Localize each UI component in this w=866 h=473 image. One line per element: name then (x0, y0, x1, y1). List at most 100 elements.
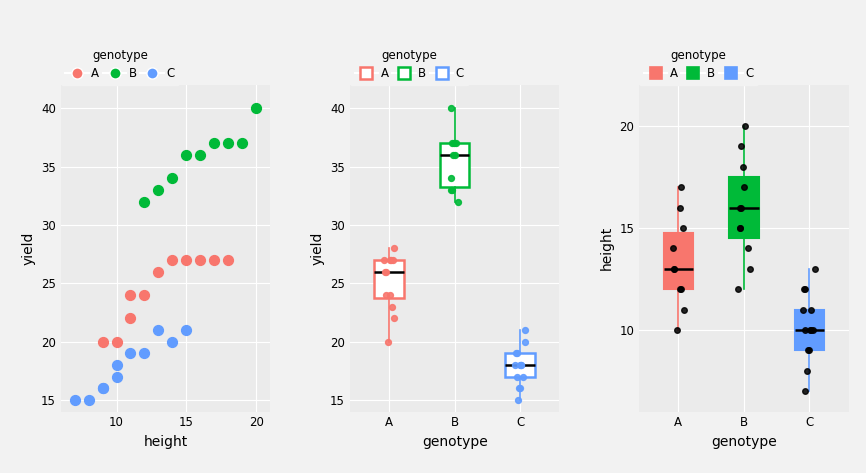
Point (510, 350, 524, 357)
Point (733, 204, 746, 211)
Point (81, 396, 95, 403)
Point (95, 385, 109, 392)
Legend: A, B, C: A, B, C (350, 44, 469, 85)
Point (447, 140, 461, 147)
Point (124, 315, 138, 322)
Point (384, 256, 397, 264)
Point (675, 184, 688, 191)
Point (802, 347, 816, 354)
Point (165, 175, 179, 182)
Point (152, 186, 165, 194)
Point (445, 140, 459, 147)
Point (798, 326, 812, 334)
X-axis label: height: height (143, 435, 188, 449)
Point (677, 306, 691, 313)
Point (387, 315, 401, 322)
Point (384, 291, 397, 299)
Point (179, 151, 193, 159)
Point (798, 285, 812, 293)
Point (446, 151, 460, 159)
Point (207, 140, 221, 147)
Point (385, 256, 398, 264)
Point (95, 338, 109, 345)
Point (741, 245, 755, 252)
Point (797, 306, 811, 313)
Point (733, 224, 746, 232)
Point (444, 175, 458, 182)
Point (808, 265, 822, 272)
Point (516, 373, 530, 380)
Point (165, 338, 179, 345)
Point (514, 361, 528, 368)
Point (386, 256, 400, 264)
Point (666, 245, 680, 252)
Point (798, 387, 811, 395)
Point (448, 151, 462, 159)
Point (508, 350, 522, 357)
Point (138, 198, 152, 205)
Point (513, 385, 527, 392)
Point (124, 291, 138, 299)
Point (508, 361, 522, 368)
Point (737, 184, 751, 191)
Point (734, 224, 747, 232)
Point (249, 105, 263, 112)
Point (110, 338, 124, 345)
Point (673, 285, 687, 293)
Point (110, 361, 124, 368)
Legend: A, B, C: A, B, C (61, 44, 179, 85)
Y-axis label: height: height (600, 226, 614, 271)
Point (222, 140, 236, 147)
Point (676, 224, 690, 232)
Point (444, 186, 458, 194)
Y-axis label: yield: yield (22, 232, 36, 265)
Point (138, 291, 152, 299)
Point (378, 291, 392, 299)
Point (179, 326, 193, 334)
Point (445, 186, 459, 194)
Point (152, 268, 165, 275)
Point (743, 265, 757, 272)
X-axis label: genotype: genotype (422, 435, 488, 449)
Point (731, 285, 745, 293)
Point (378, 268, 392, 275)
Point (236, 140, 249, 147)
Point (385, 303, 398, 310)
Point (451, 198, 465, 205)
Point (514, 361, 527, 368)
Point (444, 105, 458, 112)
Point (511, 396, 525, 403)
Point (734, 204, 748, 211)
Point (512, 385, 526, 392)
Point (510, 373, 524, 380)
Point (736, 163, 750, 171)
Point (381, 338, 395, 345)
Point (449, 140, 462, 147)
Point (179, 256, 193, 264)
Point (806, 326, 820, 334)
Point (801, 347, 815, 354)
PathPatch shape (795, 309, 824, 350)
Point (95, 385, 109, 392)
Point (804, 306, 818, 313)
Point (138, 350, 152, 357)
X-axis label: genotype: genotype (711, 435, 777, 449)
Point (378, 256, 391, 264)
Point (799, 367, 813, 375)
Point (110, 373, 124, 380)
Point (222, 256, 236, 264)
PathPatch shape (440, 143, 469, 187)
Point (152, 326, 165, 334)
Point (518, 338, 532, 345)
Point (518, 326, 532, 334)
Legend: A, B, C: A, B, C (639, 44, 758, 85)
Point (803, 326, 817, 334)
Point (124, 350, 138, 357)
Point (669, 326, 683, 334)
Point (734, 142, 748, 150)
Y-axis label: yield: yield (311, 232, 325, 265)
Point (378, 268, 391, 275)
Point (804, 326, 818, 334)
PathPatch shape (729, 177, 759, 238)
Point (207, 256, 221, 264)
